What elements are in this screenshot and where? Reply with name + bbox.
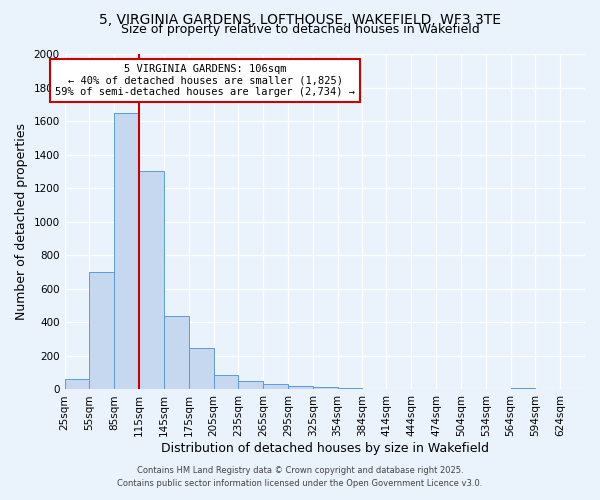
Bar <box>238 381 263 390</box>
Text: 5 VIRGINIA GARDENS: 106sqm
← 40% of detached houses are smaller (1,825)
59% of s: 5 VIRGINIA GARDENS: 106sqm ← 40% of deta… <box>55 64 355 98</box>
Bar <box>338 388 362 390</box>
Bar <box>115 112 139 390</box>
Y-axis label: Number of detached properties: Number of detached properties <box>15 123 28 320</box>
Bar <box>263 384 288 390</box>
Bar <box>89 272 115 390</box>
Text: 5, VIRGINIA GARDENS, LOFTHOUSE, WAKEFIELD, WF3 3TE: 5, VIRGINIA GARDENS, LOFTHOUSE, WAKEFIEL… <box>99 12 501 26</box>
Bar <box>65 378 89 390</box>
Bar <box>313 388 338 390</box>
Bar <box>511 388 535 390</box>
Bar <box>362 388 387 390</box>
Bar <box>214 375 238 390</box>
Bar <box>139 172 164 390</box>
Text: Size of property relative to detached houses in Wakefield: Size of property relative to detached ho… <box>121 22 479 36</box>
Text: Contains HM Land Registry data © Crown copyright and database right 2025.
Contai: Contains HM Land Registry data © Crown c… <box>118 466 482 487</box>
X-axis label: Distribution of detached houses by size in Wakefield: Distribution of detached houses by size … <box>161 442 489 455</box>
Bar <box>288 386 313 390</box>
Bar <box>189 348 214 390</box>
Bar <box>164 316 189 390</box>
